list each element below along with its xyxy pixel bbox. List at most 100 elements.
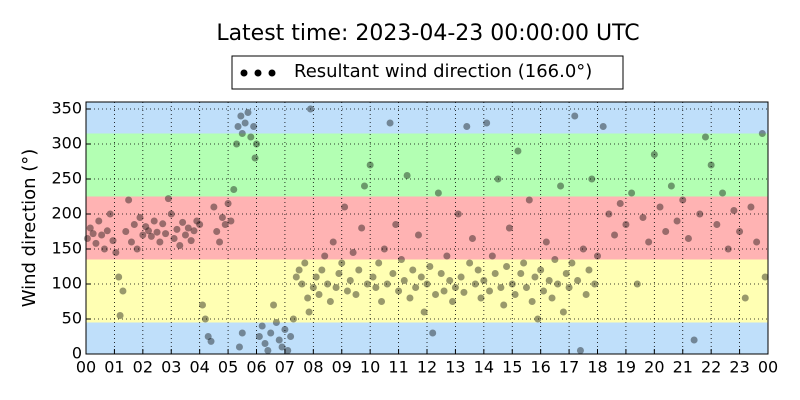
data-point bbox=[181, 231, 189, 239]
data-point bbox=[284, 347, 292, 354]
data-point bbox=[477, 294, 485, 302]
data-point bbox=[406, 294, 414, 302]
data-point bbox=[295, 266, 303, 274]
y-tick-label: 250 bbox=[51, 169, 82, 188]
data-point bbox=[122, 228, 130, 235]
x-tick-label: 02 bbox=[133, 358, 153, 377]
data-point bbox=[520, 259, 528, 267]
data-point bbox=[349, 249, 357, 256]
data-point bbox=[335, 270, 343, 277]
legend-marker bbox=[254, 69, 262, 77]
data-point bbox=[514, 147, 522, 155]
data-point bbox=[267, 329, 275, 337]
data-point bbox=[115, 273, 123, 281]
x-tick-label: 03 bbox=[161, 358, 181, 377]
data-point bbox=[147, 232, 155, 240]
band bbox=[86, 102, 768, 134]
data-point bbox=[412, 284, 420, 291]
data-point bbox=[275, 336, 283, 344]
data-point bbox=[227, 217, 235, 225]
data-point bbox=[156, 238, 164, 246]
data-point bbox=[173, 225, 181, 233]
x-tick-label: 10 bbox=[360, 358, 380, 377]
data-point bbox=[184, 224, 192, 232]
data-point bbox=[193, 217, 201, 225]
data-point bbox=[136, 214, 144, 221]
legend-label: Resultant wind direction (166.0°) bbox=[294, 61, 592, 82]
data-point bbox=[474, 266, 482, 274]
y-tick-label: 350 bbox=[51, 99, 82, 118]
data-point bbox=[338, 259, 346, 267]
data-point bbox=[89, 230, 97, 238]
x-tick-label: 23 bbox=[729, 358, 749, 377]
data-point bbox=[568, 259, 576, 267]
x-tick-label: 09 bbox=[332, 358, 352, 377]
data-point bbox=[221, 221, 229, 228]
data-point bbox=[372, 284, 380, 291]
data-point bbox=[562, 270, 570, 277]
data-point bbox=[278, 343, 286, 351]
data-point bbox=[343, 287, 351, 295]
data-point bbox=[494, 175, 502, 183]
data-point bbox=[346, 277, 354, 284]
data-point bbox=[378, 298, 386, 305]
data-point bbox=[690, 336, 698, 344]
data-point bbox=[463, 123, 471, 130]
data-point bbox=[159, 220, 167, 228]
data-point bbox=[417, 273, 425, 281]
data-point bbox=[363, 280, 371, 288]
data-point bbox=[196, 221, 204, 228]
data-point bbox=[414, 231, 422, 239]
data-point bbox=[741, 294, 749, 302]
data-point bbox=[605, 210, 613, 218]
y-tick-label: 300 bbox=[51, 134, 82, 153]
data-point bbox=[270, 301, 278, 309]
data-point bbox=[508, 280, 516, 288]
x-tick-label: 06 bbox=[246, 358, 266, 377]
data-point bbox=[713, 221, 721, 228]
data-point bbox=[247, 133, 255, 141]
data-point bbox=[250, 123, 258, 130]
chart-title: Latest time: 2023-04-23 00:00:00 UTC bbox=[216, 21, 639, 46]
x-tick-label: 11 bbox=[388, 358, 408, 377]
data-point bbox=[216, 238, 224, 246]
data-point bbox=[662, 228, 670, 235]
data-point bbox=[531, 273, 539, 281]
data-point bbox=[454, 210, 462, 218]
data-point bbox=[306, 105, 314, 113]
data-point bbox=[622, 221, 630, 228]
data-point bbox=[537, 266, 545, 274]
data-point bbox=[164, 195, 172, 203]
data-point bbox=[352, 291, 360, 298]
data-point bbox=[500, 301, 508, 309]
data-point bbox=[238, 329, 246, 337]
data-point bbox=[557, 182, 565, 190]
data-point bbox=[125, 196, 133, 204]
data-point bbox=[380, 245, 388, 253]
data-point bbox=[366, 161, 374, 169]
data-point bbox=[730, 207, 738, 214]
data-point bbox=[375, 259, 383, 267]
data-point bbox=[289, 315, 297, 323]
data-point bbox=[528, 298, 536, 305]
data-point bbox=[244, 109, 252, 116]
x-tick-label: 00 bbox=[76, 358, 96, 377]
data-point bbox=[761, 273, 769, 281]
data-point bbox=[199, 301, 207, 309]
data-point bbox=[309, 284, 317, 291]
data-point bbox=[153, 228, 161, 236]
data-point bbox=[383, 280, 391, 288]
legend-marker bbox=[268, 69, 276, 77]
data-point bbox=[150, 217, 158, 225]
x-tick-label: 05 bbox=[218, 358, 238, 377]
data-point bbox=[106, 210, 114, 218]
data-point bbox=[440, 287, 448, 295]
data-point bbox=[162, 230, 170, 238]
data-point bbox=[218, 214, 226, 221]
data-point bbox=[534, 315, 542, 323]
data-point bbox=[684, 235, 692, 242]
data-point bbox=[747, 203, 755, 211]
data-point bbox=[224, 200, 232, 207]
data-point bbox=[301, 259, 309, 267]
